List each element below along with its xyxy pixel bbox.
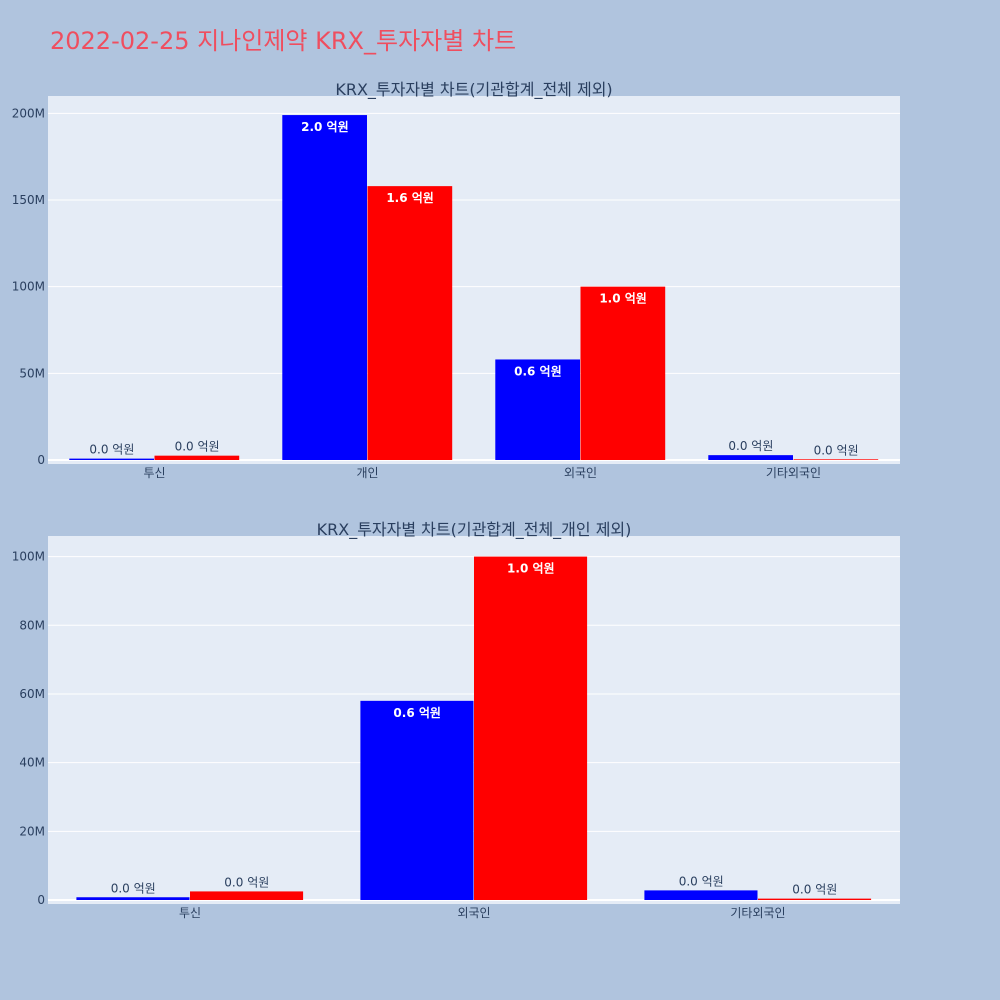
- bar-value-label: 0.0 억원: [728, 439, 773, 453]
- y-tick-label: 40M: [19, 756, 45, 770]
- chart-title: KRX_투자자별 차트(기관합계_전체_개인 제외): [317, 520, 632, 540]
- y-tick-label: 60M: [19, 687, 45, 701]
- x-tick-label: 개인: [356, 466, 378, 480]
- bar-buy: [644, 890, 758, 900]
- chart-investor-excluding-individual: KRX_투자자별 차트(기관합계_전체_개인 제외) 0 20M 40M 60M 80M 1…: [12, 520, 900, 920]
- y-tick-label: 100M: [12, 550, 45, 564]
- bar-value-label: 0.0 억원: [111, 881, 156, 895]
- bar-buy: [495, 359, 580, 460]
- bar-sell: [758, 898, 872, 900]
- chart-investor-all: KRX_투자자별 차트(기관합계_전체 제외) 0 50M 100M 150M 200M 투…: [12, 80, 900, 480]
- bar-value-label: 0.0 억원: [792, 883, 837, 897]
- bar-value-label: 0.6 억원: [393, 706, 441, 720]
- y-tick-label: 20M: [19, 824, 45, 838]
- bar-value-label: 0.0 억원: [175, 440, 220, 454]
- y-tick-label: 200M: [12, 106, 45, 120]
- bar-sell: [190, 891, 304, 900]
- bar-sell: [580, 286, 666, 460]
- bar-value-label: 1.6 억원: [386, 191, 434, 205]
- bar-value-label: 0.0 억원: [89, 443, 134, 457]
- bar-value-label: 0.0 억원: [814, 443, 859, 457]
- y-tick-label: 0: [37, 453, 45, 467]
- bar-value-label: 1.0 억원: [507, 562, 555, 576]
- bar-buy: [69, 458, 154, 460]
- bar-sell: [367, 186, 453, 460]
- bar-buy: [76, 897, 190, 900]
- bar-buy: [708, 455, 793, 460]
- bar-value-label: 2.0 억원: [301, 120, 349, 134]
- bar-buy: [282, 115, 367, 461]
- x-tick-label: 투신: [179, 906, 201, 920]
- x-tick-label: 외국인: [457, 906, 490, 920]
- bar-value-label: 0.0 억원: [224, 875, 269, 889]
- x-tick-label: 투신: [143, 466, 165, 480]
- x-tick-label: 기타외국인: [766, 466, 821, 480]
- page-title: 2022-02-25 지나인제약 KRX_투자자별 차트: [50, 27, 516, 55]
- bar-value-label: 1.0 억원: [599, 292, 647, 306]
- bar-value-label: 0.6 억원: [514, 364, 562, 378]
- bar-sell: [793, 459, 879, 460]
- bar-sell: [154, 455, 240, 460]
- x-tick-label: 외국인: [564, 466, 597, 480]
- y-tick-label: 80M: [19, 618, 45, 632]
- bar-buy: [360, 700, 474, 900]
- y-tick-label: 100M: [12, 280, 45, 294]
- bar-value-label: 0.0 억원: [679, 874, 724, 888]
- x-tick-label: 기타외국인: [730, 906, 785, 920]
- y-tick-label: 50M: [19, 366, 45, 380]
- chart-title: KRX_투자자별 차트(기관합계_전체 제외): [335, 80, 612, 100]
- plot-area: [48, 96, 900, 464]
- y-tick-label: 150M: [12, 193, 45, 207]
- y-tick-label: 0: [37, 893, 45, 907]
- bar-sell: [474, 556, 588, 900]
